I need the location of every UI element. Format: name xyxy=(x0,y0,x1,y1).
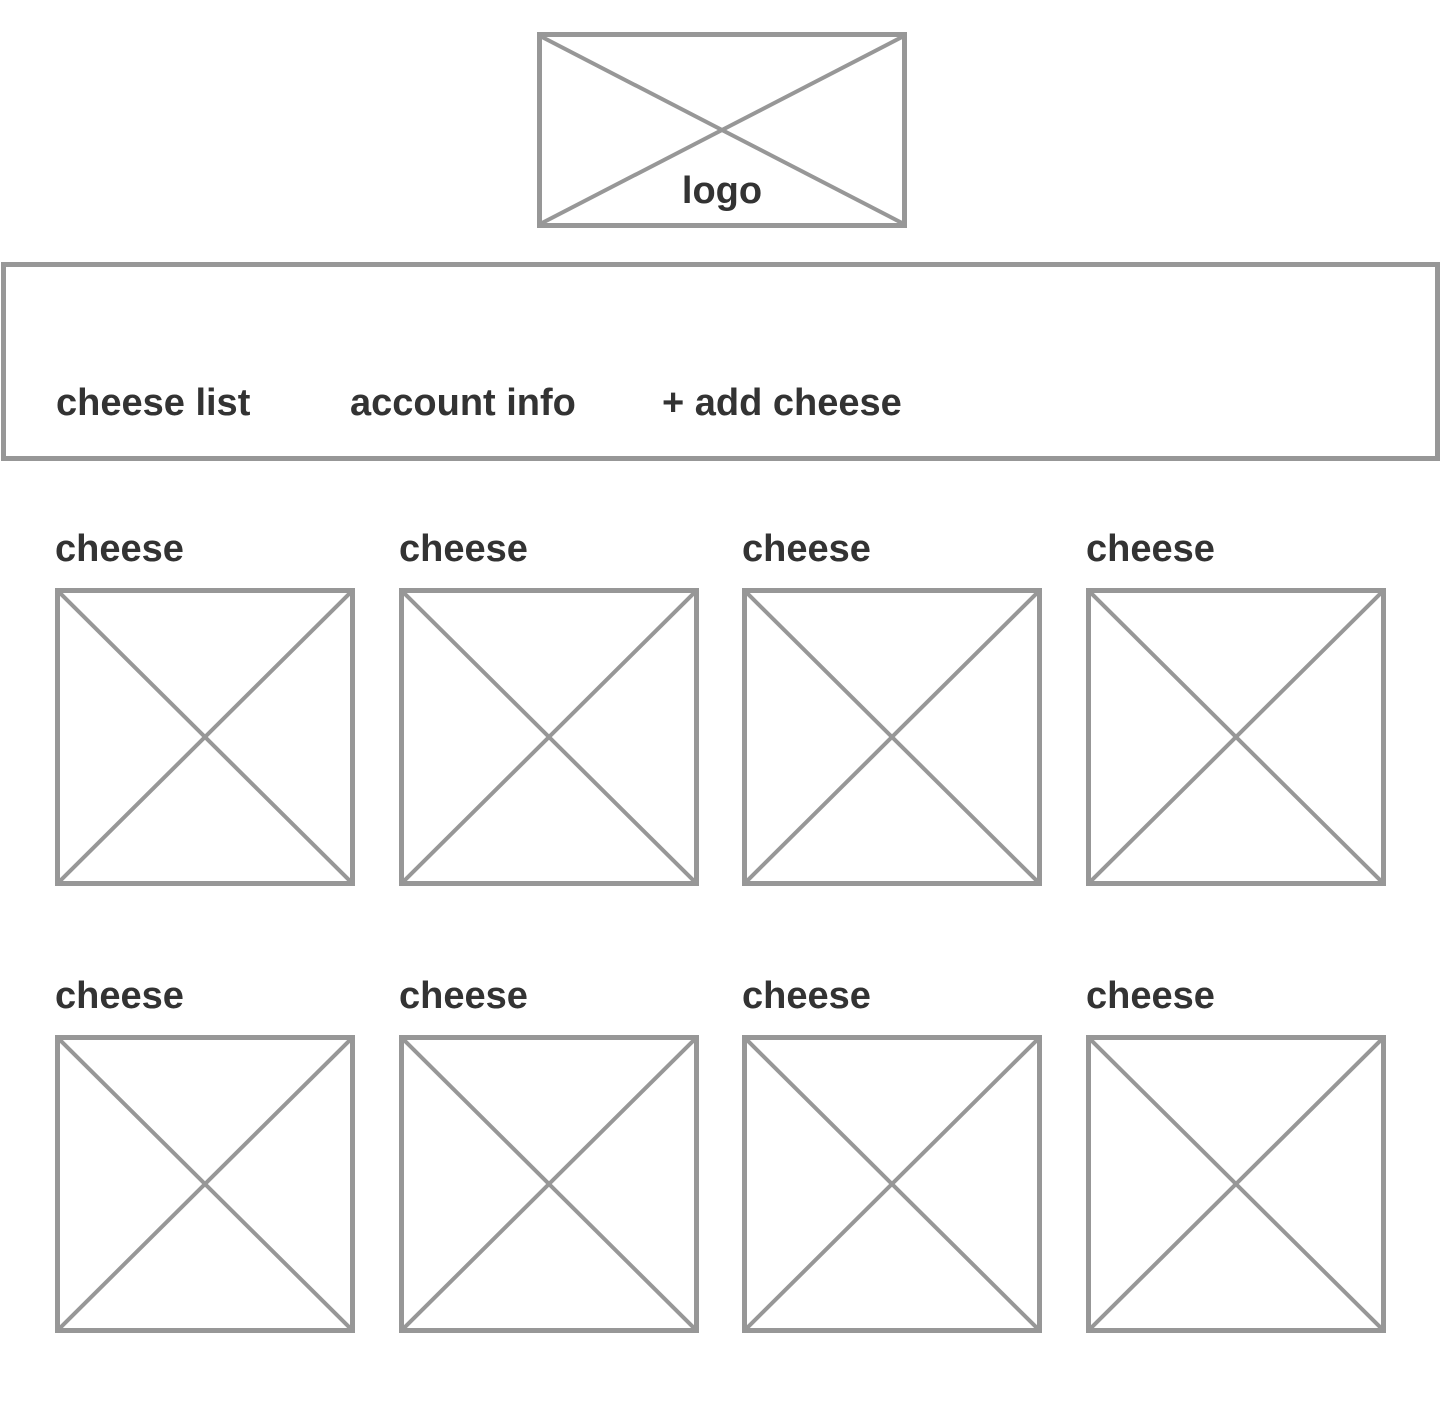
cheese-title: cheese xyxy=(55,528,184,570)
image-placeholder-icon xyxy=(747,593,1037,881)
cheese-card[interactable]: cheese xyxy=(399,527,699,897)
cheese-title: cheese xyxy=(742,528,871,570)
cheese-title: cheese xyxy=(1086,975,1215,1017)
cheese-image[interactable] xyxy=(1086,1035,1386,1333)
cheese-title: cheese xyxy=(742,975,871,1017)
cheese-title: cheese xyxy=(399,975,528,1017)
logo[interactable]: logo xyxy=(537,32,907,228)
nav-item-add-cheese[interactable]: + add cheese xyxy=(662,382,902,424)
nav-bar: cheese list account info + add cheese xyxy=(1,262,1440,461)
cheese-image[interactable] xyxy=(399,1035,699,1333)
cheese-card[interactable]: cheese xyxy=(742,974,1042,1344)
image-placeholder-icon xyxy=(1091,593,1381,881)
image-placeholder-icon xyxy=(60,1040,350,1328)
cheese-image[interactable] xyxy=(742,1035,1042,1333)
nav-item-account-info[interactable]: account info xyxy=(350,382,576,424)
cheese-title: cheese xyxy=(399,528,528,570)
image-placeholder-icon xyxy=(1091,1040,1381,1328)
nav-item-cheese-list[interactable]: cheese list xyxy=(56,382,251,424)
image-placeholder-icon xyxy=(747,1040,1037,1328)
cheese-card[interactable]: cheese xyxy=(55,527,355,897)
cheese-image[interactable] xyxy=(55,1035,355,1333)
image-placeholder-icon xyxy=(60,593,350,881)
cheese-card[interactable]: cheese xyxy=(55,974,355,1344)
cheese-title: cheese xyxy=(1086,528,1215,570)
image-placeholder-icon xyxy=(404,593,694,881)
image-placeholder-icon xyxy=(404,1040,694,1328)
cheese-image[interactable] xyxy=(399,588,699,886)
cheese-card[interactable]: cheese xyxy=(1086,527,1386,897)
cheese-card[interactable]: cheese xyxy=(1086,974,1386,1344)
cheese-title: cheese xyxy=(55,975,184,1017)
cheese-image[interactable] xyxy=(742,588,1042,886)
logo-image-placeholder-icon xyxy=(542,37,902,223)
cheese-image[interactable] xyxy=(1086,588,1386,886)
cheese-image[interactable] xyxy=(55,588,355,886)
cheese-card[interactable]: cheese xyxy=(742,527,1042,897)
cheese-card[interactable]: cheese xyxy=(399,974,699,1344)
logo-label: logo xyxy=(681,170,763,212)
